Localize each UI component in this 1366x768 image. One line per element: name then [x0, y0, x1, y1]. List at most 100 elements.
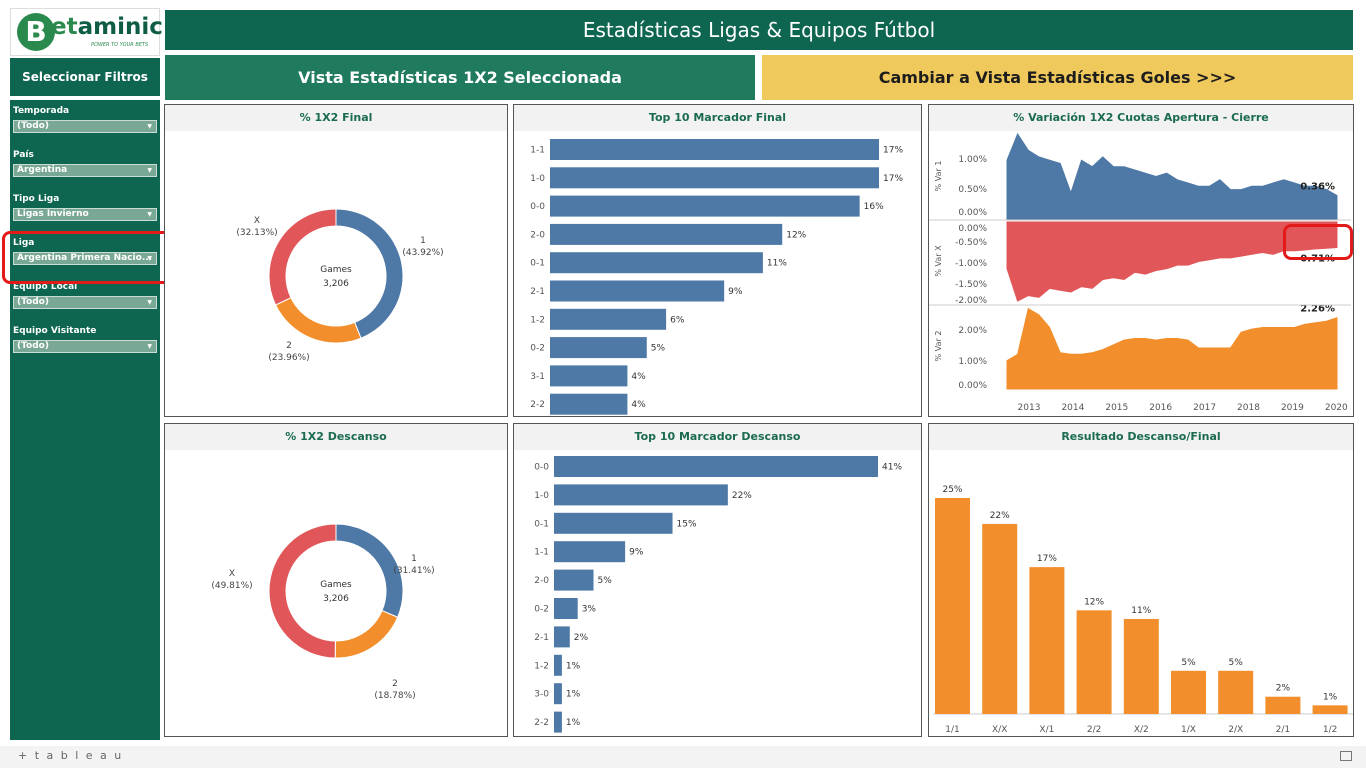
y-tick-label: -0.50% — [955, 238, 987, 248]
bar-value-label: 11% — [767, 259, 787, 269]
bar-value-label: 6% — [670, 315, 685, 325]
slice-value-label: (23.96%) — [268, 353, 309, 363]
bar-chart-top10-descanso: 0-0 41% 1-0 22% 0-1 15% 1-1 9% 2-0 5% 0-2 3% 2-1 2% 1-… — [534, 456, 902, 733]
y-axis-label: % Var 2 — [934, 331, 943, 362]
bar-value-label: 5% — [598, 576, 613, 586]
panel-title: Resultado Descanso/Final — [929, 424, 1353, 450]
bar-category-label: 1-2 — [534, 661, 549, 671]
bar-2-1 — [554, 626, 570, 648]
bar-value-label: 16% — [864, 202, 884, 212]
panel-title: % 1X2 Final — [165, 105, 507, 131]
pie-chart-1x2-descanso: 1 (31.41%) 2 (18.78%) X (49.81%) Games 3,206 — [211, 523, 435, 701]
column-value-label: 5% — [1229, 658, 1244, 668]
chevron-down-icon: ▼ — [147, 255, 152, 262]
filter-select-pais[interactable]: Argentina ▼ — [13, 164, 157, 177]
bar-category-label: 2-0 — [534, 576, 549, 586]
bar-value-label: 9% — [629, 548, 644, 558]
panel-title: Top 10 Marcador Descanso — [514, 424, 921, 450]
tableau-logo[interactable]: + t a b l e a u — [18, 749, 124, 762]
column-1-X — [1171, 670, 1206, 714]
bar-category-label: 0-1 — [534, 519, 549, 529]
column-category-label: X/1 — [1039, 725, 1054, 735]
column-value-label: 5% — [1181, 658, 1196, 668]
bar-category-label: 0-1 — [530, 259, 545, 269]
column-value-label: 25% — [942, 485, 962, 495]
filter-select-temporada[interactable]: (Todo) ▼ — [13, 120, 157, 133]
bar-1-2 — [550, 308, 667, 330]
logo: B etaminic POWER TO YOUR BETS — [10, 8, 163, 56]
column-value-label: 22% — [990, 511, 1010, 521]
bar-0-1 — [550, 252, 763, 274]
logo-letter: B — [25, 15, 47, 48]
chevron-down-icon: ▼ — [147, 299, 152, 306]
bar-chart-top10-final: 1-1 17% 1-0 17% 0-0 16% 2-0 12% 0-1 11% 2-1 9% 1-2 6%… — [530, 139, 903, 415]
column-X-X — [982, 523, 1018, 714]
filter-select-equipo-visitante[interactable]: (Todo) ▼ — [13, 340, 157, 353]
y-axis-label: % Var X — [934, 245, 943, 277]
filter-value: (Todo) — [17, 341, 49, 351]
column-value-label: 1% — [1323, 692, 1338, 702]
bar-value-label: 1% — [566, 718, 581, 728]
filter-label-liga: Liga — [13, 238, 35, 248]
bar-0-1 — [554, 512, 673, 534]
filter-label-tipo-liga: Tipo Liga — [13, 194, 60, 204]
bar-category-label: 3-1 — [530, 372, 545, 382]
bar-value-label: 4% — [631, 372, 646, 382]
panel-1x2-final: % 1X2 Final 1 (43.92%) 2 (23.96%) X (32.13%) G… — [164, 104, 508, 417]
bar-1-0 — [550, 167, 879, 189]
tab-vista-1x2[interactable]: Vista Estadísticas 1X2 Seleccionada — [165, 55, 755, 100]
bar-value-label: 9% — [728, 287, 743, 297]
pie-slice-2 — [274, 296, 362, 344]
pie-chart-1x2-final: 1 (43.92%) 2 (23.96%) X (32.13%) Games 3,206 — [236, 208, 444, 363]
chevron-down-icon: ▼ — [147, 123, 152, 130]
filter-select-liga[interactable]: Argentina Primera Nacio... ▼ — [13, 252, 157, 265]
filter-select-tipo-liga[interactable]: Ligas Invierno ▼ — [13, 208, 157, 221]
x-tick-label: 2015 — [1105, 403, 1128, 413]
fullscreen-icon[interactable] — [1340, 751, 1352, 761]
y-tick-label: 0.00% — [958, 208, 987, 218]
column-2-1 — [1265, 696, 1301, 714]
bar-value-label: 5% — [651, 344, 666, 354]
bar-category-label: 2-1 — [530, 287, 545, 297]
y-tick-label: -2.00% — [955, 296, 987, 306]
bar-category-label: 1-1 — [530, 146, 545, 156]
panel-resultado-descanso-final: Resultado Descanso/Final 25% 1/1 22% X/X 17%… — [928, 423, 1354, 737]
bar-value-label: 1% — [566, 661, 581, 671]
bar-value-label: 22% — [732, 491, 752, 501]
column-chart-descanso-final: 25% 1/1 22% X/X 17% X/1 12% 2/2 11% X/2 5% 1/X 5% 2/X… — [933, 485, 1353, 735]
pie-slice-2 — [334, 609, 399, 659]
pie-slice-X — [268, 523, 337, 659]
bar-category-label: 2-1 — [534, 633, 549, 643]
tab-vista-goles-button[interactable]: Cambiar a Vista Estadísticas Goles >>> — [762, 55, 1353, 100]
bar-2-2 — [550, 393, 628, 415]
slice-value-label: (49.81%) — [211, 581, 252, 591]
bar-1-1 — [550, 139, 879, 160]
bar-2-2 — [554, 711, 562, 733]
chevron-down-icon: ▼ — [147, 211, 152, 218]
bar-value-label: 4% — [631, 400, 646, 410]
x-tick-label: 2013 — [1018, 403, 1041, 413]
area-chart-variacion: 1.00% 0.50% 0.00% % Var 1 0.36% 0.00% -0.50% -1… — [929, 132, 1351, 413]
bar-0-0 — [554, 456, 878, 477]
bar-3-0 — [554, 683, 562, 705]
slice-value-label: (31.41%) — [393, 566, 434, 576]
bar-category-label: 1-1 — [534, 548, 549, 558]
panel-title: % 1X2 Descanso — [165, 424, 507, 450]
filter-label-equipo-local: Equipo Local — [13, 282, 78, 292]
column-category-label: 1/X — [1181, 725, 1196, 735]
bar-category-label: 1-0 — [530, 174, 545, 184]
logo-text-a: et — [51, 14, 78, 40]
filter-select-equipo-local[interactable]: (Todo) ▼ — [13, 296, 157, 309]
bar-value-label: 41% — [882, 463, 902, 473]
panel-top10-descanso: Top 10 Marcador Descanso 0-0 41% 1-0 22% 0-1… — [513, 423, 922, 737]
highlight-liga-annotation — [2, 231, 185, 284]
bar-value-label: 12% — [786, 230, 806, 240]
filter-value: (Todo) — [17, 297, 49, 307]
y-tick-label: 0.00% — [958, 381, 987, 391]
bar-0-0 — [550, 195, 860, 217]
filter-label-temporada: Temporada — [13, 106, 70, 116]
filter-value: (Todo) — [17, 121, 49, 131]
panel-variacion-cuotas: % Variación 1X2 Cuotas Apertura - Cierre… — [928, 104, 1354, 417]
panel-title: Top 10 Marcador Final — [514, 105, 921, 131]
column-value-label: 17% — [1037, 554, 1057, 564]
